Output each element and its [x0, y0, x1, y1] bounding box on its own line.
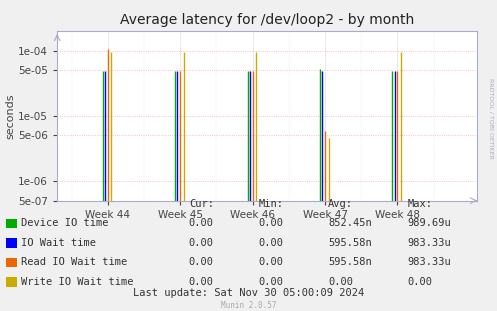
Text: 0.00: 0.00 [258, 258, 283, 267]
Text: Min:: Min: [258, 199, 283, 209]
Text: Cur:: Cur: [189, 199, 214, 209]
Text: 0.00: 0.00 [328, 277, 353, 287]
Text: 0.00: 0.00 [258, 238, 283, 248]
Text: RRDTOOL / TOBI OETIKER: RRDTOOL / TOBI OETIKER [489, 78, 494, 159]
Text: Device IO time: Device IO time [21, 218, 108, 228]
Text: Munin 2.0.57: Munin 2.0.57 [221, 301, 276, 310]
Text: 0.00: 0.00 [189, 238, 214, 248]
Text: Read IO Wait time: Read IO Wait time [21, 258, 127, 267]
Text: 0.00: 0.00 [408, 277, 432, 287]
Text: 983.33u: 983.33u [408, 258, 451, 267]
Text: 0.00: 0.00 [189, 277, 214, 287]
Text: 983.33u: 983.33u [408, 238, 451, 248]
Text: 989.69u: 989.69u [408, 218, 451, 228]
Text: 852.45n: 852.45n [328, 218, 372, 228]
Text: 595.58n: 595.58n [328, 258, 372, 267]
Y-axis label: seconds: seconds [5, 93, 15, 139]
Text: IO Wait time: IO Wait time [21, 238, 96, 248]
Title: Average latency for /dev/loop2 - by month: Average latency for /dev/loop2 - by mont… [120, 13, 414, 27]
Text: 0.00: 0.00 [189, 258, 214, 267]
Text: 0.00: 0.00 [258, 218, 283, 228]
Text: Last update: Sat Nov 30 05:00:09 2024: Last update: Sat Nov 30 05:00:09 2024 [133, 288, 364, 298]
Text: Avg:: Avg: [328, 199, 353, 209]
Text: 0.00: 0.00 [189, 218, 214, 228]
Text: Write IO Wait time: Write IO Wait time [21, 277, 133, 287]
Text: 595.58n: 595.58n [328, 238, 372, 248]
Text: 0.00: 0.00 [258, 277, 283, 287]
Text: Max:: Max: [408, 199, 432, 209]
